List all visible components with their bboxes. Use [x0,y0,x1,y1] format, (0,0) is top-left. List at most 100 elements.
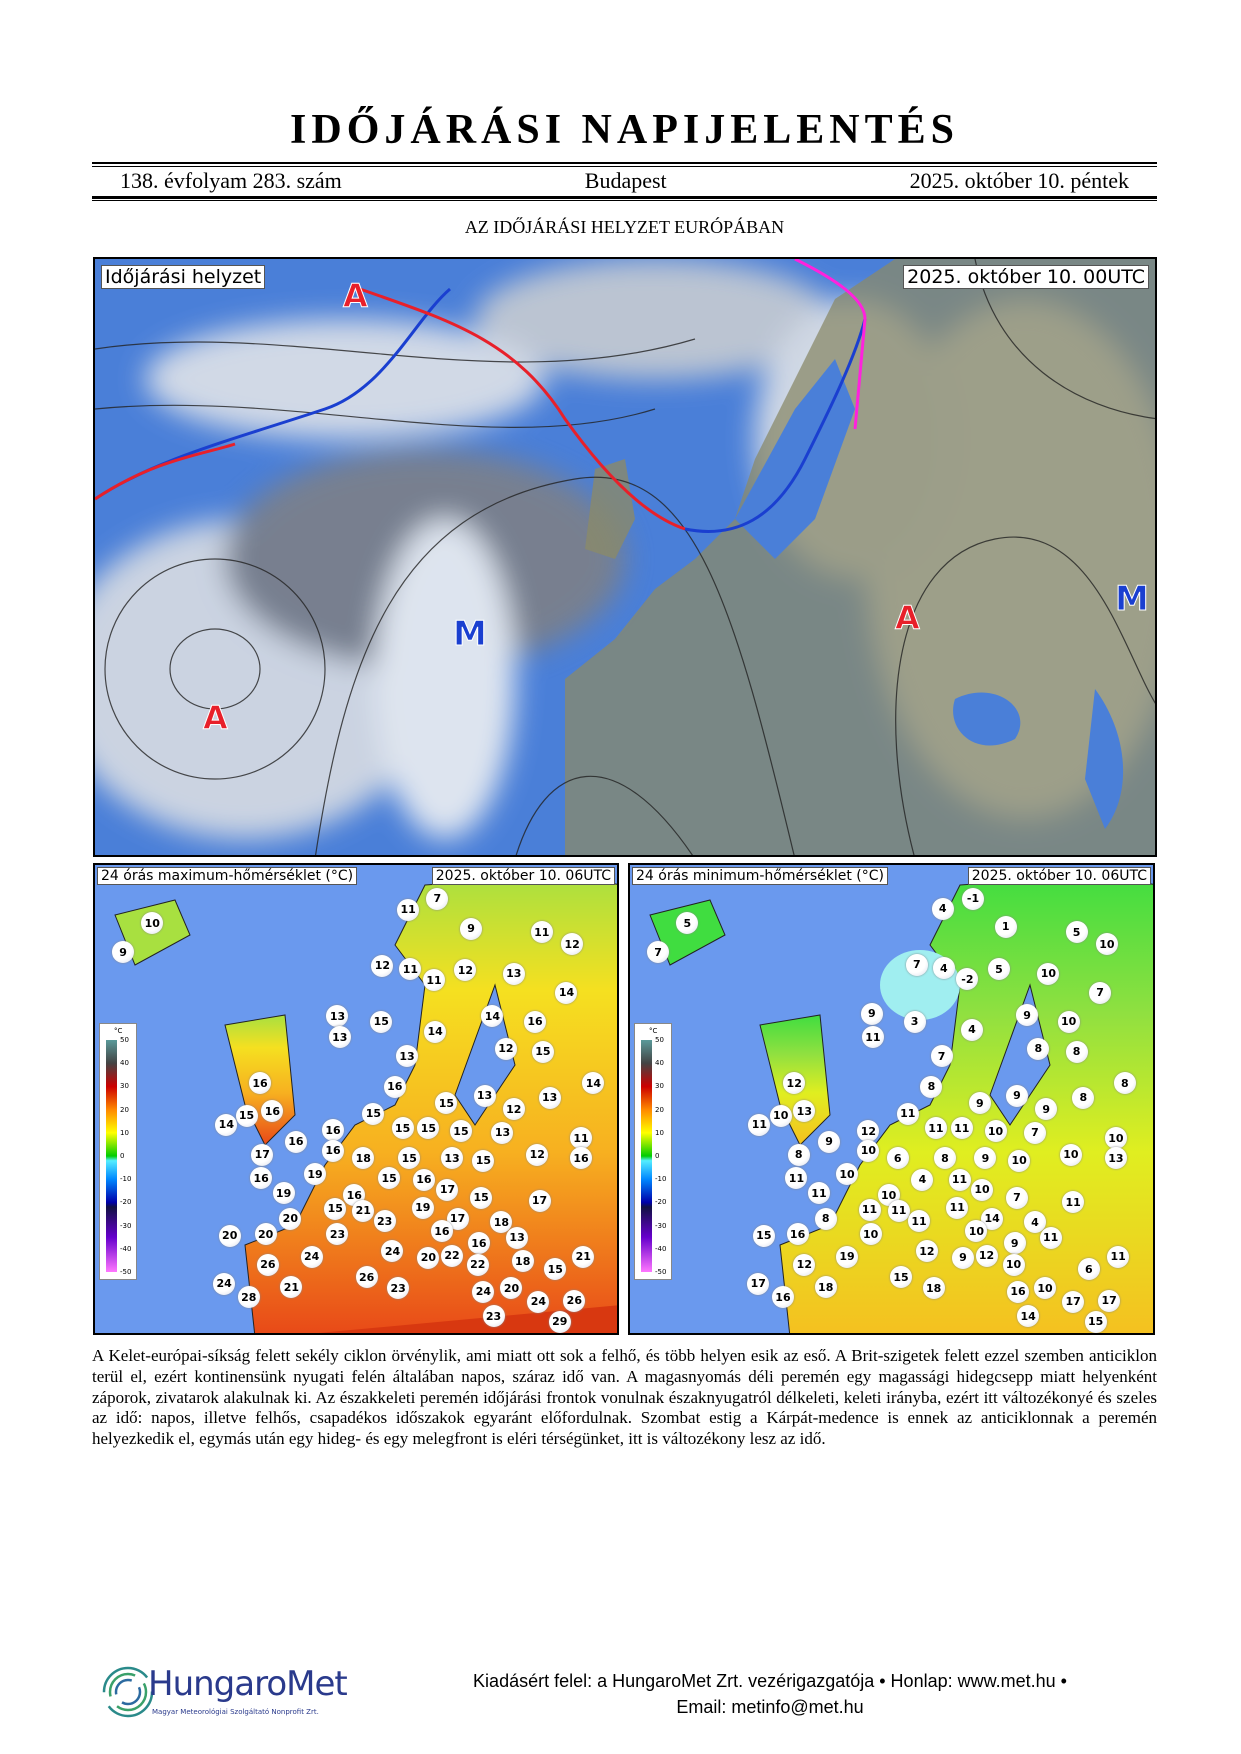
station-temperature: 12 [793,1253,816,1276]
min-temperature-map: °C 50 40 30 20 10 0 -10 -20 -30 -40 -50 24 órás min… [628,863,1155,1335]
station-temperature: 26 [256,1253,279,1276]
station-temperature: 15 [370,1010,393,1033]
station-temperature: 11 [946,1196,969,1219]
station-temperature: 14 [1017,1305,1040,1328]
station-temperature: 23 [482,1305,505,1328]
station-temperature: 9 [1003,1232,1026,1255]
station-temperature: 12 [975,1244,998,1267]
station-temperature: 8 [920,1075,943,1098]
scale-tick: 0 [655,1152,660,1160]
station-temperature: 11 [1062,1191,1085,1213]
footer-publisher: Kiadásért felel: a HungaroMet Zrt. vezér… [473,1671,1067,1691]
color-scale-legend: °C 50 40 30 20 10 0 -10 -20 -30 -40 -50 [634,1023,672,1280]
station-temperature: 13 [538,1086,561,1109]
station-temperature: 9 [818,1130,841,1153]
map-label: 24 órás maximum-hőmérséklet (°C) [97,867,358,885]
station-temperature: 11 [924,1117,947,1140]
station-temperature: 20 [417,1246,440,1269]
station-temperature: 20 [254,1223,277,1246]
station-temperature: 13 [326,1005,349,1028]
weather-summary: A Kelet-európai-síkság felett sekély cik… [92,1346,1157,1449]
station-temperature: 12 [857,1120,880,1143]
station-temperature: 1 [994,915,1017,938]
station-temperature: 8 [1027,1037,1050,1060]
station-temperature: 19 [272,1182,295,1205]
station-temperature: 26 [355,1266,378,1289]
station-temperature: 10 [769,1104,792,1127]
station-temperature: 24 [527,1290,550,1313]
station-temperature: 15 [235,1104,258,1127]
station-temperature: 10 [1002,1253,1025,1276]
map-timestamp: 2025. október 10. 06UTC [431,867,615,885]
station-temperature: 17 [528,1189,551,1212]
scale-tick: -40 [120,1244,132,1253]
synoptic-map: Időjárási helyzet 2025. október 10. 00UT… [93,257,1157,857]
station-temperature: 17 [251,1143,274,1166]
station-temperature: 9 [968,1092,991,1115]
station-temperature: 5 [676,912,699,935]
high-pressure-label: A [895,599,921,638]
page-title: IDŐJÁRÁSI NAPIJELENTÉS [290,107,959,153]
station-temperature: 20 [279,1207,302,1230]
station-temperature: 8 [1113,1072,1136,1095]
color-scale-legend: °C 50 40 30 20 10 0 -10 -20 -30 -40 -50 [99,1023,137,1280]
station-temperature: 7 [930,1045,953,1068]
station-temperature: 16 [383,1075,406,1098]
color-scale-bar [106,1040,117,1272]
issue-date: 2025. október 10. péntek [909,168,1129,193]
station-temperature: 19 [304,1163,327,1185]
station-temperature: 16 [284,1130,307,1153]
station-temperature: 11 [748,1113,771,1136]
issue-info: 138. évfolyam 283. szám Budapest 2025. o… [92,168,1157,194]
scale-unit: °C [649,1027,658,1035]
station-temperature: 9 [1005,1084,1028,1107]
station-temperature: 15 [435,1092,458,1115]
high-pressure-label: A [203,699,229,738]
station-temperature: 13 [1104,1147,1127,1170]
logo-swirl-icon [102,1666,154,1718]
station-temperature: 10 [1037,962,1060,985]
station-temperature: 23 [387,1277,410,1300]
station-temperature: 24 [381,1240,404,1263]
station-temperature: 15 [378,1167,401,1190]
station-temperature: 14 [215,1113,238,1136]
station-temperature: 18 [814,1276,837,1299]
station-temperature: 8 [787,1143,810,1166]
station-temperature: 10 [1059,1143,1082,1166]
station-temperature: 14 [555,981,578,1004]
station-temperature: 14 [981,1207,1004,1230]
scale-tick: -50 [655,1268,667,1276]
station-temperature: 11 [948,1168,971,1191]
station-temperature: 12 [526,1143,549,1166]
station-temperature: 7 [426,887,449,910]
station-temperature: 15 [362,1102,385,1125]
logo-subtitle: Magyar Meteorológiai Szolgáltató Nonprof… [152,1708,319,1716]
station-temperature: 15 [472,1149,495,1172]
high-pressure-label: A [343,277,369,316]
station-temperature: 10 [1034,1277,1057,1300]
station-temperature: 13 [396,1045,419,1068]
scale-tick: 50 [120,1036,129,1044]
station-temperature: 19 [411,1196,434,1219]
station-temperature: 13 [506,1226,529,1249]
scale-tick: 10 [120,1128,129,1137]
scale-tick: 30 [120,1082,129,1091]
station-temperature: 15 [890,1266,913,1289]
station-temperature: 11 [397,898,420,921]
station-temperature: 21 [280,1276,303,1299]
station-temperature: 15 [470,1186,493,1209]
station-temperature: 11 [807,1182,830,1205]
station-temperature: 13 [440,1147,463,1170]
map-label: 24 órás minimum-hőmérséklet (°C) [632,867,889,885]
station-temperature: 12 [494,1037,517,1060]
map-timestamp: 2025. október 10. 00UTC [903,265,1149,289]
station-temperature: 11 [1107,1245,1130,1268]
scale-tick: -30 [655,1221,667,1230]
station-temperature: 9 [1016,1004,1039,1027]
station-temperature: 7 [1023,1121,1046,1144]
station-temperature: 10 [859,1223,882,1246]
station-temperature: 16 [249,1072,272,1095]
footer-email: Email: metinfo@met.hu [676,1697,864,1717]
station-temperature: 29 [548,1310,571,1333]
station-temperature: 10 [857,1139,880,1162]
